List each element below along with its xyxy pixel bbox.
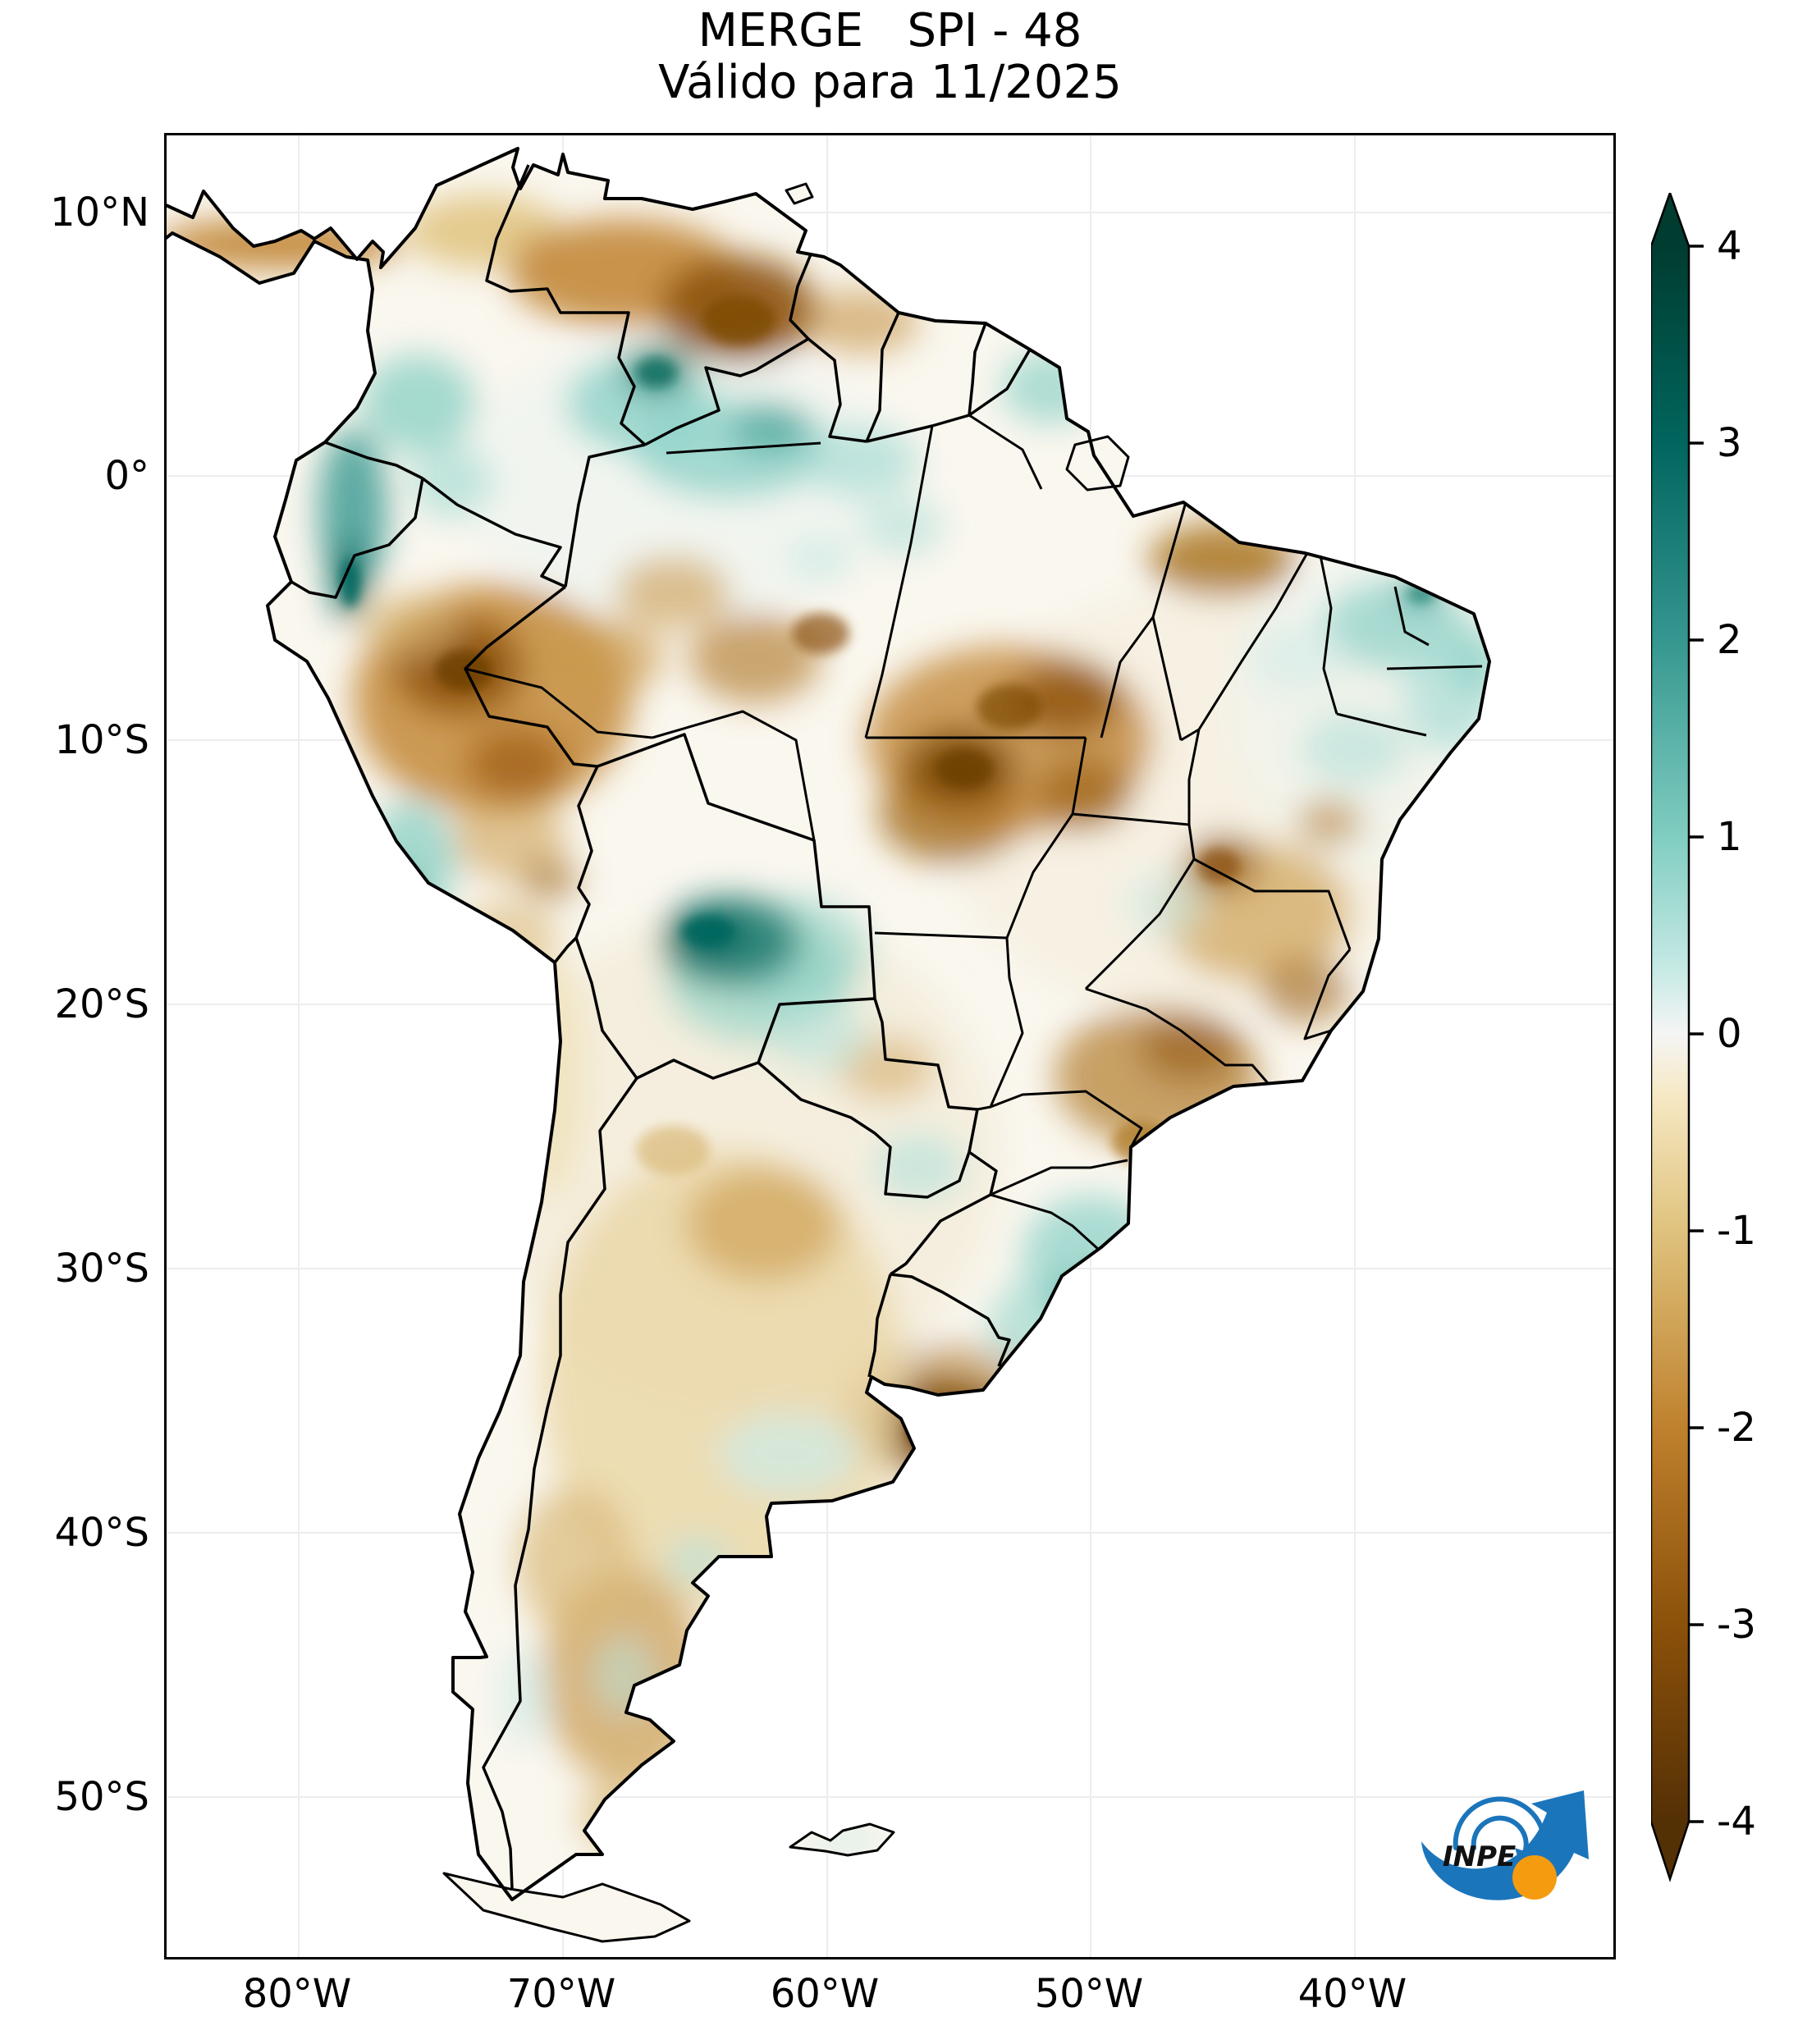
- inpe-logo: INPE: [1421, 1790, 1589, 1900]
- lon-tick-80w: 80°W: [242, 1971, 352, 2017]
- inpe-logo-orange-ball: [1512, 1855, 1557, 1900]
- figure-title: MERGE SPI - 48 Válido para 11/2025: [164, 5, 1616, 108]
- title-line-1: MERGE SPI - 48: [698, 4, 1082, 57]
- inpe-logo-text: INPE: [1443, 1841, 1516, 1873]
- lat-tick-20s: 20°S: [54, 981, 149, 1027]
- lon-tick-70w: 70°W: [506, 1971, 616, 2017]
- cbar-label-m4: -4: [1717, 1799, 1756, 1845]
- cbar-label-4: 4: [1717, 223, 1742, 269]
- lat-tick-10n: 10°N: [50, 190, 149, 235]
- cbar-label-0: 0: [1717, 1011, 1742, 1057]
- country-borders: [291, 164, 1032, 1890]
- colorbar-tick-marks: [1689, 245, 1704, 1823]
- inpe-logo-swirl: [1453, 1796, 1547, 1857]
- colorbar-gradient-bar: [1651, 193, 1690, 1883]
- lat-tick-50s: 50°S: [54, 1774, 149, 1820]
- lat-tick-40s: 40°S: [54, 1510, 149, 1556]
- coastline: [164, 147, 1491, 1901]
- lat-tick-30s: 30°S: [54, 1246, 149, 1292]
- lon-tick-40w: 40°W: [1297, 1971, 1407, 2017]
- lon-tick-50w: 50°W: [1034, 1971, 1144, 2017]
- map-frame: [164, 133, 1616, 1959]
- state-borders: [464, 414, 1483, 1251]
- cbar-label-3: 3: [1717, 420, 1742, 466]
- island-outlines: [442, 182, 1130, 1943]
- colorbar: 4 3 2 1 0 -1 -2 -3 -4: [1651, 193, 1756, 1883]
- cbar-label-2: 2: [1717, 617, 1742, 663]
- title-line-2: Válido para 11/2025: [658, 56, 1122, 109]
- colorbar-tick-labels: 4 3 2 1 0 -1 -2 -3 -4: [1717, 223, 1756, 1845]
- lat-tick-0: 0°: [104, 453, 149, 499]
- cbar-label-1: 1: [1717, 814, 1742, 860]
- cbar-label-m1: -1: [1717, 1208, 1756, 1254]
- lon-tick-60w: 60°W: [770, 1971, 880, 2017]
- south-america-spi-map: [164, 133, 1616, 1959]
- cbar-label-m3: -3: [1717, 1602, 1756, 1648]
- cbar-label-m2: -2: [1717, 1405, 1756, 1451]
- lat-tick-10s: 10°S: [54, 717, 149, 763]
